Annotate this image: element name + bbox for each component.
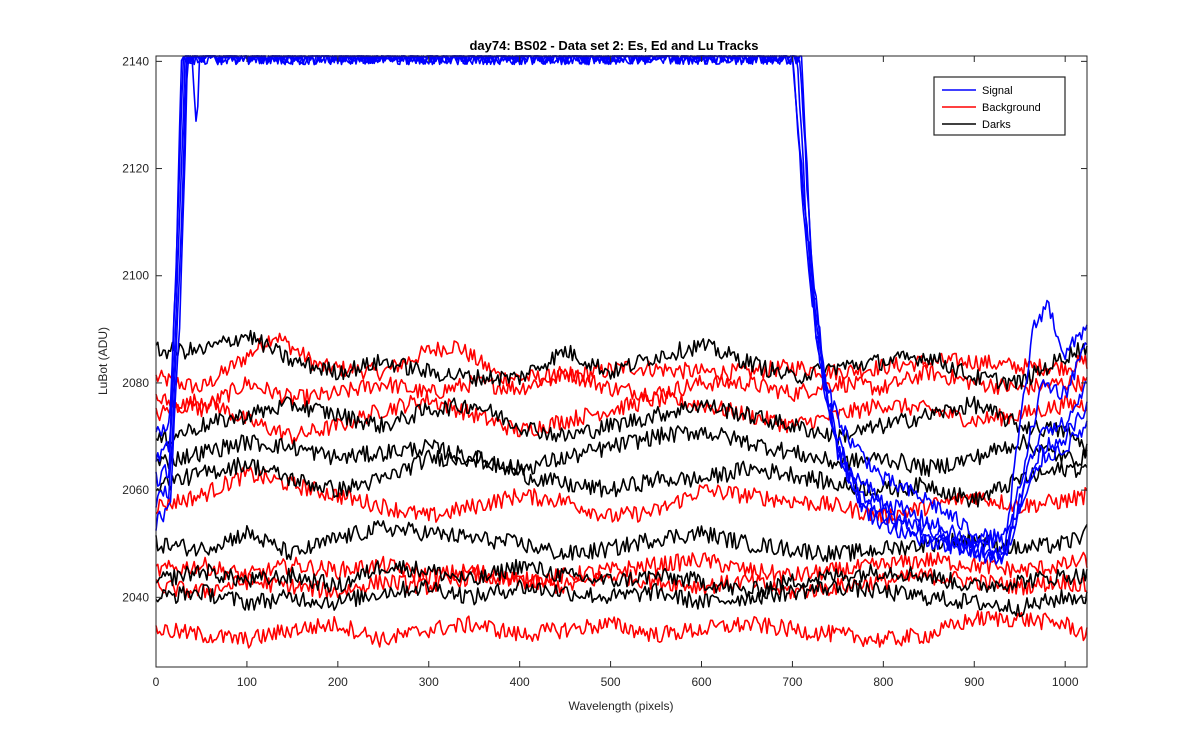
x-tick-label: 100 — [237, 675, 257, 689]
x-axis-label: Wavelength (pixels) — [569, 699, 674, 713]
darks-trace-0 — [155, 329, 1088, 391]
background-trace-1 — [155, 364, 1088, 418]
x-tick-label: 400 — [510, 675, 530, 689]
background-trace-6 — [155, 610, 1088, 649]
y-axis-label: LuBot (ADU) — [96, 327, 110, 395]
darks-trace-3 — [155, 449, 1088, 508]
x-axis-ticks: 0 100 200 300 400 500 600 700 800 900 1000 — [153, 56, 1079, 689]
legend-box — [933, 76, 1066, 136]
x-tick-label: 700 — [782, 675, 802, 689]
x-tick-label: 900 — [964, 675, 984, 689]
darks-trace-6 — [155, 579, 1088, 618]
legend-label-darks: Darks — [982, 119, 1011, 131]
x-tick-label: 600 — [691, 675, 711, 689]
y-tick-label: 2120 — [122, 162, 149, 176]
x-tick-label: 1000 — [1052, 675, 1079, 689]
legend-label-signal: Signal — [982, 85, 1013, 97]
chart-title: day74: BS02 - Data set 2: Es, Ed and Lu … — [469, 38, 758, 53]
y-tick-label: 2040 — [122, 590, 149, 604]
legend-label-background: Background — [982, 102, 1041, 114]
x-tick-label: 800 — [873, 675, 893, 689]
y-tick-label: 2140 — [122, 54, 149, 68]
y-axis-ticks: 2040 2060 2080 2100 2120 2140 — [122, 54, 1087, 604]
y-tick-label: 2060 — [122, 483, 149, 497]
legend: Signal Background Darks — [933, 76, 1066, 136]
y-tick-label: 2100 — [122, 269, 149, 283]
plot-frame — [155, 55, 1088, 668]
y-tick-label: 2080 — [122, 376, 149, 390]
darks-trace-2 — [155, 425, 1088, 478]
x-tick-label: 500 — [601, 675, 621, 689]
x-tick-label: 200 — [328, 675, 348, 689]
darks-trace-1 — [155, 395, 1088, 455]
x-tick-label: 0 — [153, 675, 160, 689]
x-tick-label: 300 — [419, 675, 439, 689]
darks-trace-5 — [155, 558, 1088, 599]
